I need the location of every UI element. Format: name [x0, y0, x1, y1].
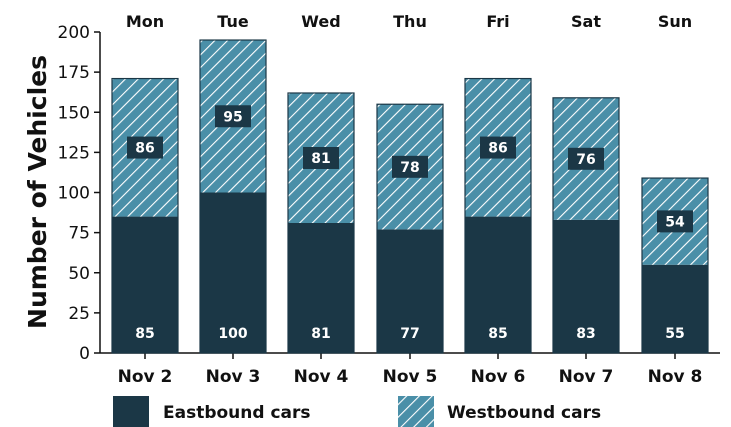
westbound-value-box — [657, 210, 693, 233]
bar-outline — [376, 103, 444, 354]
y-tick-label: 0 — [79, 344, 90, 364]
day-label: Tue — [217, 12, 249, 31]
x-tick-label: Nov 4 — [294, 367, 349, 387]
legend-swatch-westbound — [398, 396, 434, 427]
x-tick-label: Nov 7 — [559, 367, 614, 387]
legend: Eastbound cars Westbound cars — [113, 396, 601, 427]
day-label: Sat — [571, 12, 601, 31]
westbound-value-box — [392, 155, 428, 178]
legend-label-westbound: Westbound cars — [447, 403, 601, 423]
x-tick-label: Nov 8 — [648, 367, 703, 387]
eastbound-value-label: 81 — [311, 326, 330, 342]
bar-eastbound — [553, 219, 619, 353]
eastbound-value-label: 55 — [665, 326, 684, 342]
bar-eastbound — [200, 192, 266, 353]
x-tick-label: Nov 5 — [383, 367, 438, 387]
y-axis: 0 25 50 75 100 125 150 175 200 — [58, 23, 101, 364]
day-label: Sun — [658, 12, 692, 31]
westbound-value-box — [127, 136, 163, 159]
eastbound-value-label: 85 — [135, 326, 154, 342]
westbound-value-box — [215, 105, 251, 128]
legend-label-eastbound: Eastbound cars — [163, 403, 311, 423]
day-labels: Mon Tue Wed Thu Fri Sat Sun — [126, 12, 692, 31]
x-tick-label: Nov 3 — [206, 367, 261, 387]
eastbound-value-label: 85 — [488, 326, 507, 342]
westbound-value-box — [568, 147, 604, 170]
eastbound-value-label: 100 — [218, 326, 247, 342]
y-axis-title: Number of Vehicles — [23, 55, 52, 329]
bar-eastbound — [112, 216, 178, 353]
bar-outline — [287, 92, 355, 354]
eastbound-value-label: 77 — [400, 326, 419, 342]
day-label: Fri — [486, 12, 509, 31]
bar-outline — [464, 77, 532, 354]
x-tick-label: Nov 2 — [118, 367, 173, 387]
bar-outline — [111, 77, 179, 354]
westbound-value-label: 76 — [576, 152, 595, 168]
x-tick-label: Nov 6 — [471, 367, 526, 387]
day-label: Thu — [393, 12, 427, 31]
westbound-value-box — [480, 136, 516, 159]
westbound-value-label: 81 — [311, 151, 330, 167]
bars: 85 86 100 95 81 81 77 78 85 86 83 76 55 54 — [111, 39, 709, 354]
legend-swatch-eastbound — [113, 396, 149, 427]
westbound-value-label: 86 — [135, 141, 154, 157]
day-label: Mon — [126, 12, 164, 31]
y-tick-label: 25 — [68, 304, 90, 324]
bar-outline — [641, 177, 709, 354]
y-tick-label: 100 — [58, 184, 90, 204]
y-tick-label: 175 — [58, 63, 90, 83]
westbound-value-box — [303, 146, 339, 169]
bar-eastbound — [288, 222, 354, 353]
westbound-value-label: 86 — [488, 141, 507, 157]
westbound-value-label: 95 — [223, 109, 242, 125]
y-tick-label: 50 — [68, 264, 90, 284]
day-label: Wed — [301, 12, 340, 31]
y-tick-label: 150 — [58, 103, 90, 123]
bar-eastbound — [642, 264, 708, 353]
y-tick-label: 200 — [58, 23, 90, 43]
eastbound-value-label: 83 — [576, 326, 595, 342]
bar-eastbound — [465, 216, 531, 353]
westbound-value-label: 78 — [400, 160, 419, 176]
x-axis: Nov 2 Nov 3 Nov 4 Nov 5 Nov 6 Nov 7 Nov 8 — [100, 352, 720, 387]
westbound-value-label: 54 — [665, 214, 685, 230]
bar-outline — [552, 97, 620, 354]
y-tick-label: 125 — [58, 143, 90, 163]
y-tick-label: 75 — [68, 224, 90, 244]
bar-outline — [199, 39, 267, 354]
bar-eastbound — [377, 229, 443, 353]
